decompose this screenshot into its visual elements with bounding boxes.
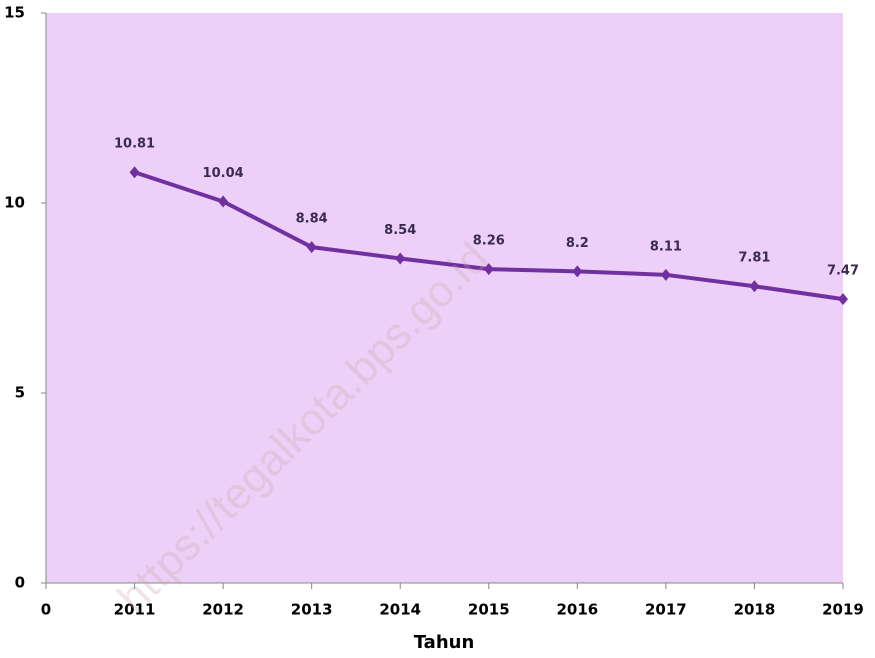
marker [572,265,583,278]
marker [660,268,671,281]
y-tick-label: 10 [4,194,25,212]
x-tick-label: 2017 [645,601,687,619]
marker [129,166,140,179]
x-tick-label: 2014 [379,601,421,619]
y-tick-label: 15 [4,4,25,22]
x-tick-label: 2019 [822,601,864,619]
marker [749,280,760,293]
value-label: 7.47 [827,264,859,279]
marker [483,263,494,276]
value-label: 8.2 [566,236,589,251]
plot-area [46,13,843,583]
value-label: 7.81 [738,251,770,266]
value-label: 8.11 [650,239,682,254]
y-tick-label: 0 [15,574,25,592]
value-label: 8.84 [296,212,328,227]
x-tick-label: 2015 [468,601,510,619]
marker [838,293,848,306]
x-tick-label: 2012 [202,601,244,619]
value-label: 8.26 [473,234,505,249]
x-axis-title: Tahun [414,632,475,653]
x-tick-label: 2013 [291,601,333,619]
x-tick-label: 2016 [556,601,598,619]
x-tick-label: 2011 [114,601,156,619]
value-label: 10.04 [203,166,244,181]
marker [395,252,406,265]
marker [306,241,317,254]
marker [218,195,229,208]
x-tick-label: 0 [41,601,51,619]
x-tick-label: 2018 [734,601,776,619]
y-tick-label: 5 [15,384,25,402]
value-label: 10.81 [114,137,155,152]
value-label: 8.54 [384,223,416,238]
